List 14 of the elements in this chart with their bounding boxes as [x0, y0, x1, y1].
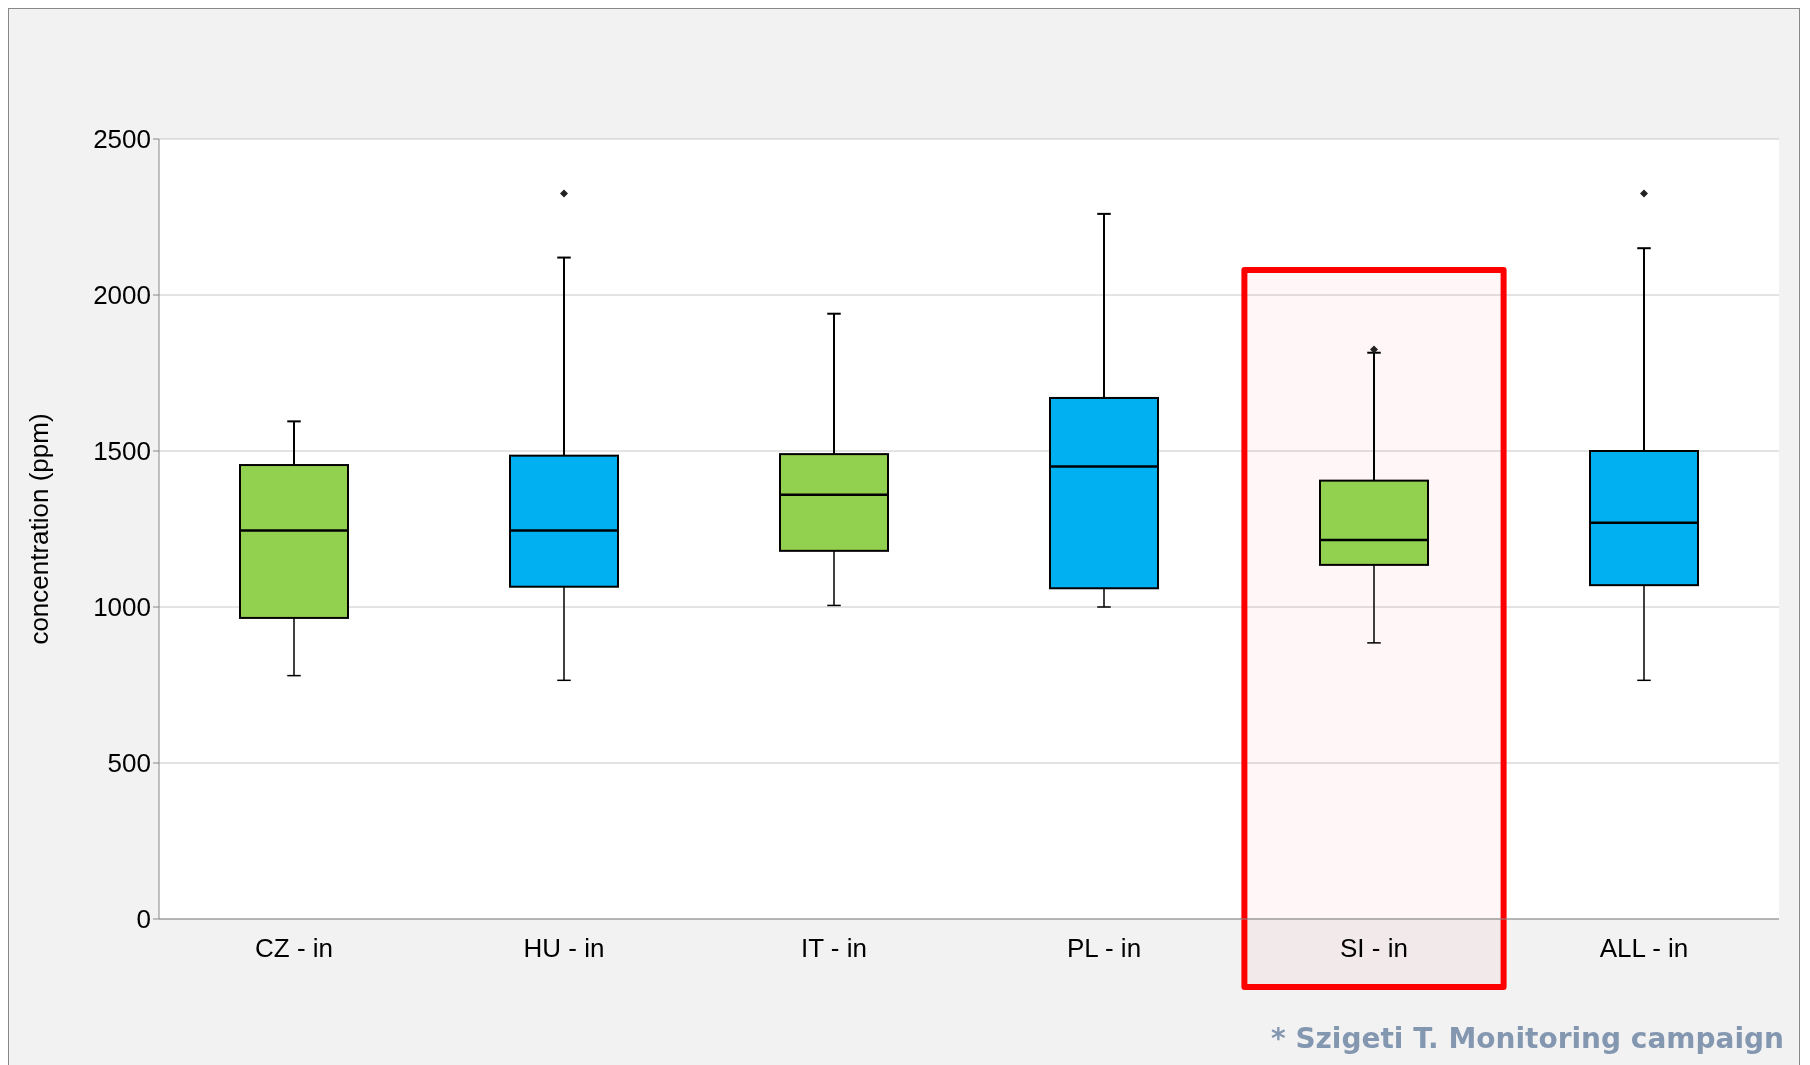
x-tick-label: ALL - in: [1599, 933, 1689, 964]
y-tick-label: 2500: [93, 124, 151, 155]
text: * Szigeti T. Monitoring campaign: [1270, 1022, 1784, 1055]
y-tick-label: 1000: [93, 592, 151, 623]
x-tick-label: SI - in: [1340, 933, 1408, 964]
y-tick-label: 500: [107, 748, 151, 779]
x-tick-label: CZ - in: [255, 933, 333, 964]
x-tick-label: HU - in: [523, 933, 605, 964]
x-tick-label: PL - in: [1066, 933, 1142, 964]
y-tick-label: 2000: [93, 280, 151, 311]
y-tick-label: 1500: [93, 436, 151, 467]
y-axis-title: concentration (ppm): [24, 413, 55, 645]
y-tick-label: 0: [136, 904, 151, 935]
x-tick-label: IT - in: [801, 933, 867, 964]
